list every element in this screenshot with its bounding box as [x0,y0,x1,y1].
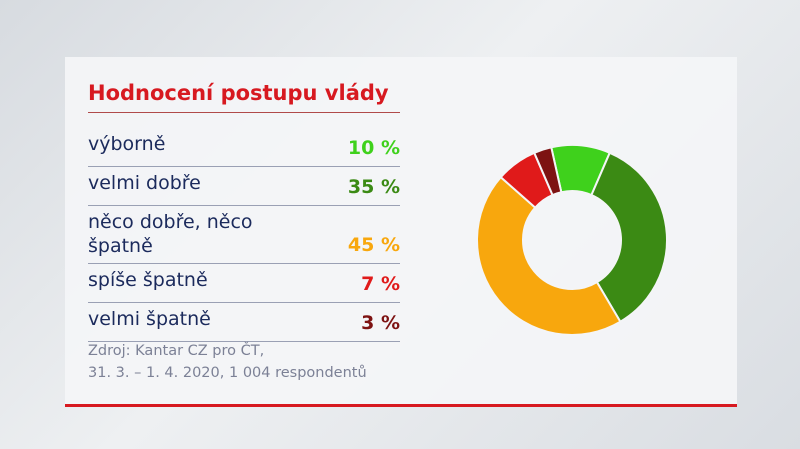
legend-row: něco dobře, něco špatně 45 % [88,206,400,264]
category-label: spíše špatně [88,269,208,291]
legend-row: spíše špatně 7 % [88,264,400,303]
value-label: 7 % [361,273,400,295]
category-label: něco dobře, něco špatně [88,211,253,257]
source-line: Zdroj: Kantar CZ pro ČT, [88,343,265,359]
category-label: výborně [88,133,166,155]
chart-title: Hodnocení postupu vlády [88,81,389,105]
category-label: velmi dobře [88,172,201,194]
legend-row: velmi špatně 3 % [88,303,400,342]
legend-table: výborně 10 % velmi dobře 35 % něco dobře, ně… [88,128,400,342]
title-rule [88,112,400,113]
value-label: 35 % [347,176,400,198]
value-label: 3 % [361,312,400,334]
value-label: 10 % [347,137,400,159]
donut-segment [532,146,563,197]
value-label: 45 % [347,234,400,256]
donut-segment [590,151,668,324]
source-line: 31. 3. – 1. 4. 2020, 1 004 respondentů [88,365,367,381]
category-label: velmi špatně [88,308,211,330]
source: Zdroj: Kantar CZ pro ČT, 31. 3. – 1. 4. 2… [88,340,367,384]
legend-row: velmi dobře 35 % [88,167,400,206]
donut-segment [476,175,622,336]
legend-row: výborně 10 % [88,128,400,167]
